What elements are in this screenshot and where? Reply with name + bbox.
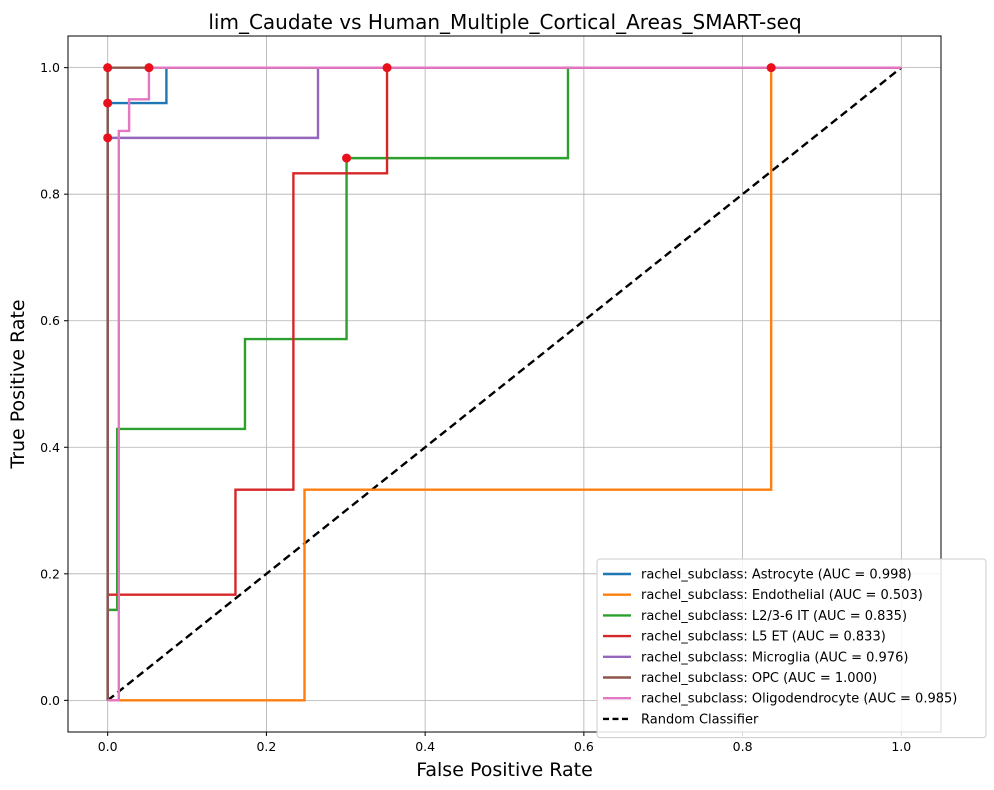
axis-ticks: 0.0 0.2 0.4 0.6 0.8 1.0 0.0 0.2 0.4 0.6 0.8 1.0 — [40, 60, 911, 754]
x-tick-label: 1.0 — [891, 739, 911, 754]
x-tick-label: 0.0 — [98, 739, 118, 754]
legend-label: rachel_subclass: L5 ET (AUC = 0.833) — [641, 630, 886, 645]
chart-title: lim_Caudate vs Human_Multiple_Cortical_A… — [208, 10, 801, 34]
y-tick-label: 0.8 — [40, 187, 60, 202]
roc-curve-3 — [106, 66, 902, 701]
optimal-threshold-point — [144, 63, 154, 73]
legend-label: Random Classifier — [641, 712, 759, 727]
optimal-threshold-point — [766, 63, 776, 73]
optimal-threshold-point — [382, 63, 392, 73]
optimal-threshold-point — [103, 63, 113, 73]
y-tick-label: 0.6 — [40, 313, 60, 328]
legend: rachel_subclass: Astrocyte (AUC = 0.998)… — [596, 558, 987, 739]
optimal-points-layer — [103, 63, 776, 163]
y-tick-label: 0.0 — [40, 693, 60, 708]
x-tick-label: 0.8 — [733, 739, 753, 754]
x-tick-label: 0.6 — [574, 739, 594, 754]
y-tick-label: 1.0 — [40, 60, 60, 75]
legend-label: rachel_subclass: OPC (AUC = 1.000) — [641, 671, 877, 686]
legend-label: rachel_subclass: L2/3-6 IT (AUC = 0.835) — [641, 609, 907, 624]
roc-curve-4 — [106, 66, 902, 701]
x-tick-label: 0.4 — [415, 739, 435, 754]
optimal-threshold-point — [342, 153, 352, 163]
optimal-threshold-point — [103, 133, 113, 143]
legend-label: rachel_subclass: Oligodendrocyte (AUC = … — [641, 692, 957, 707]
reference-line-layer — [106, 66, 903, 702]
roc-curve-7 — [107, 66, 902, 702]
legend-frame — [596, 558, 987, 739]
x-tick-label: 0.2 — [256, 739, 276, 754]
x-axis-label: False Positive Rate — [416, 759, 593, 781]
grid-lines — [68, 36, 941, 732]
y-tick-label: 0.2 — [40, 566, 60, 581]
y-tick-label: 0.4 — [40, 440, 60, 455]
legend-label: rachel_subclass: Astrocyte (AUC = 0.998) — [641, 568, 912, 583]
optimal-threshold-point — [103, 98, 113, 108]
y-axis-label: True Positive Rate — [7, 299, 29, 469]
legend-label: rachel_subclass: Microglia (AUC = 0.976) — [641, 650, 908, 665]
legend-label: rachel_subclass: Endothelial (AUC = 0.50… — [641, 588, 923, 603]
random-classifier-line — [106, 66, 903, 702]
plot-frame — [67, 35, 942, 733]
